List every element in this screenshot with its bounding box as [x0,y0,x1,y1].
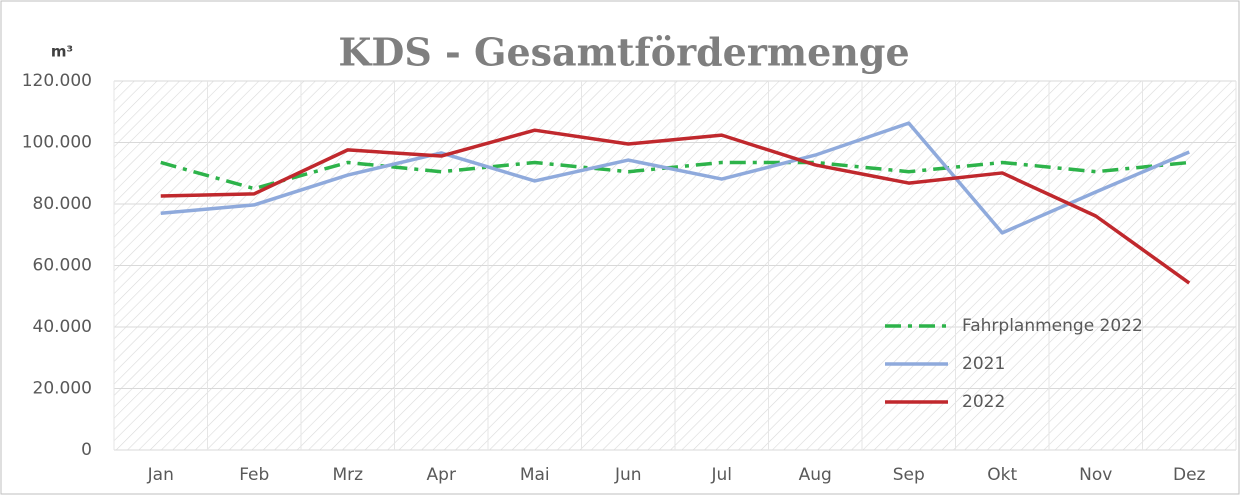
y-tick-label: 0 [81,440,92,460]
x-tick-label: Feb [239,465,269,485]
x-tick-label: Okt [987,465,1017,485]
series-line [160,121,1190,235]
x-tick-label: Jan [147,465,174,485]
x-tick-label: Mai [520,465,550,485]
legend-label: Fahrplanmenge 2022 [962,316,1143,336]
x-tick-label: Aug [799,465,832,485]
legend-label: 2021 [962,354,1005,374]
y-tick-label: 60.000 [33,256,92,276]
x-tick-label: Nov [1079,465,1112,485]
x-tick-label: Apr [427,465,456,485]
series-line [160,128,1191,285]
y-unit: m³ [51,43,73,61]
chart-title: KDS - Gesamtfördermenge [338,30,909,75]
legend-label: 2022 [962,392,1005,412]
series-line [160,160,1190,191]
y-tick-label: 100.000 [22,133,92,153]
x-tick-label: Sep [893,465,925,485]
y-tick-label: 80.000 [33,194,92,214]
x-tick-label: Jun [614,465,642,485]
x-tick-label: Mrz [332,465,363,485]
y-tick-label: 20.000 [33,379,92,399]
y-tick-label: 120.000 [22,71,92,91]
y-tick-label: 40.000 [33,317,92,337]
x-tick-label: Dez [1173,465,1206,485]
x-tick-label: Jul [710,465,732,485]
